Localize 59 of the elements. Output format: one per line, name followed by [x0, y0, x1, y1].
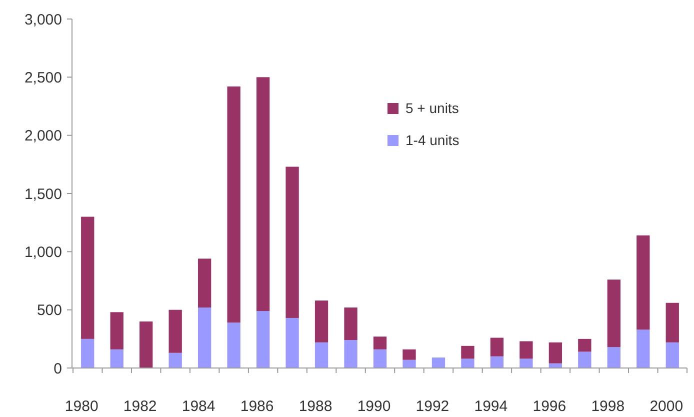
y-tick-label: 500: [36, 302, 62, 320]
bar: [666, 342, 679, 368]
x-tick-label: 1984: [182, 398, 216, 415]
x-tick-label: 1998: [591, 398, 625, 415]
y-tick-label: 0: [54, 360, 62, 378]
x-tick-label: 1986: [240, 398, 274, 415]
bar: [81, 338, 94, 368]
x-tick-label: 1980: [64, 398, 98, 415]
bar: [402, 360, 416, 368]
bar: [636, 235, 650, 330]
y-tick-label: 2,000: [24, 128, 62, 145]
bar: [140, 321, 153, 368]
y-tick-label: 1,500: [24, 186, 62, 203]
bar: [110, 349, 124, 368]
bar: [432, 358, 446, 368]
bar: [607, 280, 620, 348]
bar: [198, 258, 212, 308]
x-tick-label: 1988: [298, 398, 332, 415]
x-tick-label: 1996: [532, 398, 566, 415]
bar: [548, 342, 562, 364]
y-tick-label: 2,500: [24, 69, 62, 86]
bar: [607, 347, 620, 368]
bar: [314, 342, 328, 368]
bar: [110, 312, 124, 350]
bar: [402, 349, 416, 360]
legend-label: 5 + units: [406, 100, 459, 116]
x-tick-label: 1990: [357, 398, 391, 415]
y-tick-label: 3,000: [24, 11, 62, 28]
bar: [168, 310, 182, 353]
bar: [520, 341, 533, 359]
bar: [286, 318, 299, 368]
bar: [666, 302, 679, 342]
x-tick-label: 2000: [650, 398, 684, 415]
legend-label: 1-4 units: [406, 132, 460, 148]
bar: [286, 166, 299, 318]
bar: [490, 338, 504, 356]
y-tick-label: 1,000: [24, 244, 62, 261]
bar: [81, 216, 94, 339]
bar: [636, 330, 650, 368]
x-tick-label: 1994: [474, 398, 508, 415]
bar: [490, 356, 504, 368]
bar: [168, 352, 182, 368]
bar: [373, 349, 387, 368]
bar: [461, 346, 474, 359]
bar: [520, 358, 533, 368]
bar: [373, 336, 387, 350]
bar: [344, 308, 358, 340]
bar: [227, 86, 240, 323]
bar: [314, 300, 328, 342]
x-tick-label: 1982: [123, 398, 157, 415]
bar: [198, 308, 212, 368]
bar: [461, 358, 474, 368]
bar: [256, 77, 270, 311]
bar: [344, 340, 358, 368]
bar: [227, 322, 240, 368]
bar: [578, 338, 592, 352]
bar: [256, 310, 270, 368]
bar: [578, 352, 592, 368]
x-tick-label: 1992: [416, 398, 450, 415]
